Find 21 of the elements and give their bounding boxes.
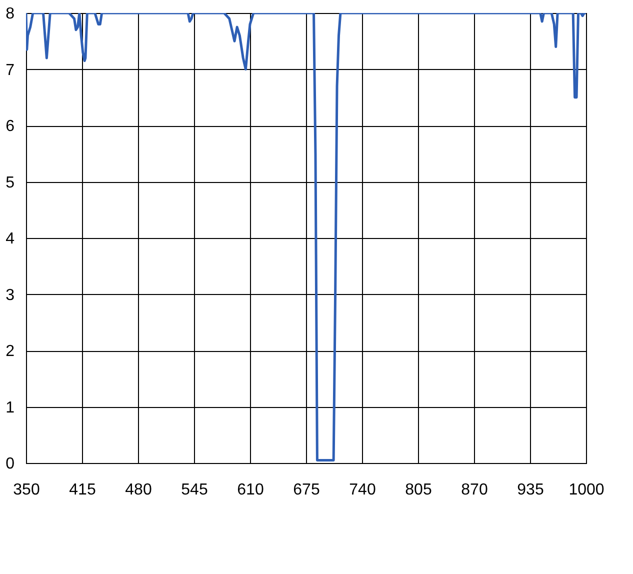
x-tick-label: 610 [237,482,264,498]
y-tick-label: 4 [6,230,15,248]
x-tick-label: 675 [293,482,320,498]
y-tick-label: 0 [6,456,15,472]
line-series [26,13,586,462]
y-tick-label: 5 [6,174,15,192]
x-tick-label: 870 [461,482,488,498]
x-tick-label: 740 [349,482,376,498]
y-tick-label: 7 [6,62,15,79]
y-tick-label: 6 [6,118,15,135]
x-tick-label: 480 [125,482,152,498]
y-tick-label: 1 [6,399,15,416]
y-tick-label: 2 [6,343,15,360]
x-tick-label: 350 [13,482,40,498]
y-tick-label: 3 [6,286,15,304]
x-tick-label: 545 [181,482,208,498]
x-tick-label: 1000 [568,482,604,498]
x-tick-label: 415 [69,482,96,498]
x-tick-label: 935 [517,482,544,498]
y-tick-label: 8 [6,6,15,22]
x-tick-label: 805 [405,482,432,498]
